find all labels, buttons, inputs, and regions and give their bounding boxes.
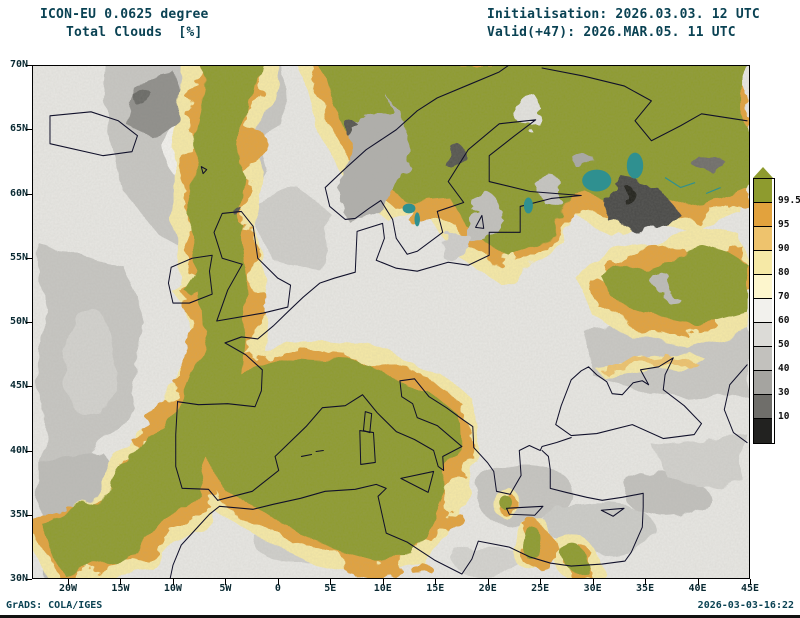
lat-tick-label: 55N (9, 251, 28, 263)
lon-tick-label: 5E (324, 583, 337, 594)
lon-tick-label: 25E (531, 583, 550, 594)
grain-texture (33, 66, 749, 578)
lon-tick (225, 579, 227, 585)
legend-color-seg (754, 419, 772, 443)
legend-color-seg (754, 299, 772, 323)
lat-tick-label: 65N (9, 123, 28, 135)
legend-threshold-label: 70 (778, 291, 790, 302)
rivers (664, 177, 721, 195)
legend-bar (753, 178, 775, 444)
geo-layers (33, 66, 749, 578)
lat-tick (26, 514, 32, 516)
lat-tick-label: 60N (9, 187, 28, 199)
lon-tick-label: 30E (583, 583, 602, 594)
legend-threshold-label: 10 (778, 411, 790, 422)
lon-tick-label: 15E (426, 583, 445, 594)
lat-tick (26, 257, 32, 259)
lakes (402, 152, 644, 227)
legend-threshold-label: 90 (778, 243, 790, 254)
lon-tick-label: 35E (636, 583, 655, 594)
legend-arrow-icon (753, 167, 773, 178)
legend-threshold-label: 40 (778, 363, 790, 374)
lat-tick (26, 386, 32, 388)
lon-tick-label: 15W (111, 583, 130, 594)
legend-threshold-label: 95 (778, 219, 790, 230)
variable-title: Total Clouds [%] (66, 25, 203, 40)
legend-threshold-label: 30 (778, 387, 790, 398)
lon-tick-label: 45E (740, 583, 760, 594)
legend-color-seg (754, 179, 772, 203)
lon-tick-label: 0 (274, 583, 281, 594)
legend-threshold-label: 99.5 (778, 195, 800, 206)
lon-tick (645, 579, 647, 585)
legend-threshold-label: 80 (778, 267, 790, 278)
lat-tick-label: 50N (9, 316, 28, 327)
lon-tick-label: 5W (219, 583, 232, 594)
map-plot (32, 65, 750, 579)
lon-tick (277, 579, 279, 585)
lat-tick (26, 450, 32, 452)
legend-color-seg (754, 203, 772, 227)
legend-labels: 99.5 95 90 80 70 60 50 40 30 10 (778, 178, 800, 442)
valid-time-label: Valid(+47): 2026.MAR.05. 11 UTC (487, 25, 736, 40)
lon-tick (435, 579, 437, 585)
legend-color-seg (754, 251, 772, 275)
lon-tick (487, 579, 489, 585)
init-time-label: Initialisation: 2026.03.03. 12 UTC (487, 7, 760, 22)
coastlines (49, 66, 748, 578)
model-title: ICON-EU 0.0625 degree (40, 7, 209, 22)
lat-tick-label: 70N (9, 59, 28, 70)
legend-color-seg (754, 227, 772, 251)
lon-tick (68, 579, 69, 585)
grads-credit: GrADS: COLA/IGES (6, 600, 103, 611)
lon-tick (592, 579, 594, 585)
title-block: ICON-EU 0.0625 degree Total Clouds [%] (40, 6, 209, 42)
legend-color-seg (754, 347, 772, 371)
lat-tick-label: 30N (9, 573, 28, 584)
cloud-field-svg (33, 66, 749, 578)
lon-tick-label: 40E (688, 583, 707, 594)
lat-tick (26, 579, 32, 580)
legend-color-seg (754, 275, 772, 299)
lon-tick (120, 579, 122, 585)
lat-tick (26, 322, 32, 323)
lat-tick-label: 35N (9, 508, 28, 520)
lat-tick-label: 45N (9, 380, 28, 392)
color-legend: 99.5 95 90 80 70 60 50 40 30 10 (753, 167, 800, 444)
legend-color-seg (754, 395, 772, 419)
lon-tick (540, 579, 542, 585)
legend-threshold-label: 60 (778, 315, 790, 326)
lon-tick-label: 20E (478, 583, 497, 594)
lon-tick (382, 579, 384, 585)
bottom-edge-line (0, 615, 800, 618)
legend-threshold-label: 50 (778, 339, 790, 350)
lon-tick (172, 579, 174, 585)
lon-tick (697, 579, 699, 585)
legend-color-seg (754, 323, 772, 347)
lon-tick-label: 10W (163, 583, 182, 594)
lat-tick (26, 129, 32, 131)
lon-tick-label: 10E (373, 583, 392, 594)
lat-tick-label: 40N (9, 444, 28, 456)
lon-tick-label: 20W (58, 583, 78, 594)
lat-tick (26, 193, 32, 195)
lat-tick (26, 65, 32, 66)
legend-color-seg (754, 371, 772, 395)
lon-tick (750, 579, 751, 585)
creation-timestamp: 2026-03-03-16:22 (697, 600, 794, 611)
lon-tick (330, 579, 332, 585)
time-block: Initialisation: 2026.03.03. 12 UTC Valid… (487, 6, 760, 42)
